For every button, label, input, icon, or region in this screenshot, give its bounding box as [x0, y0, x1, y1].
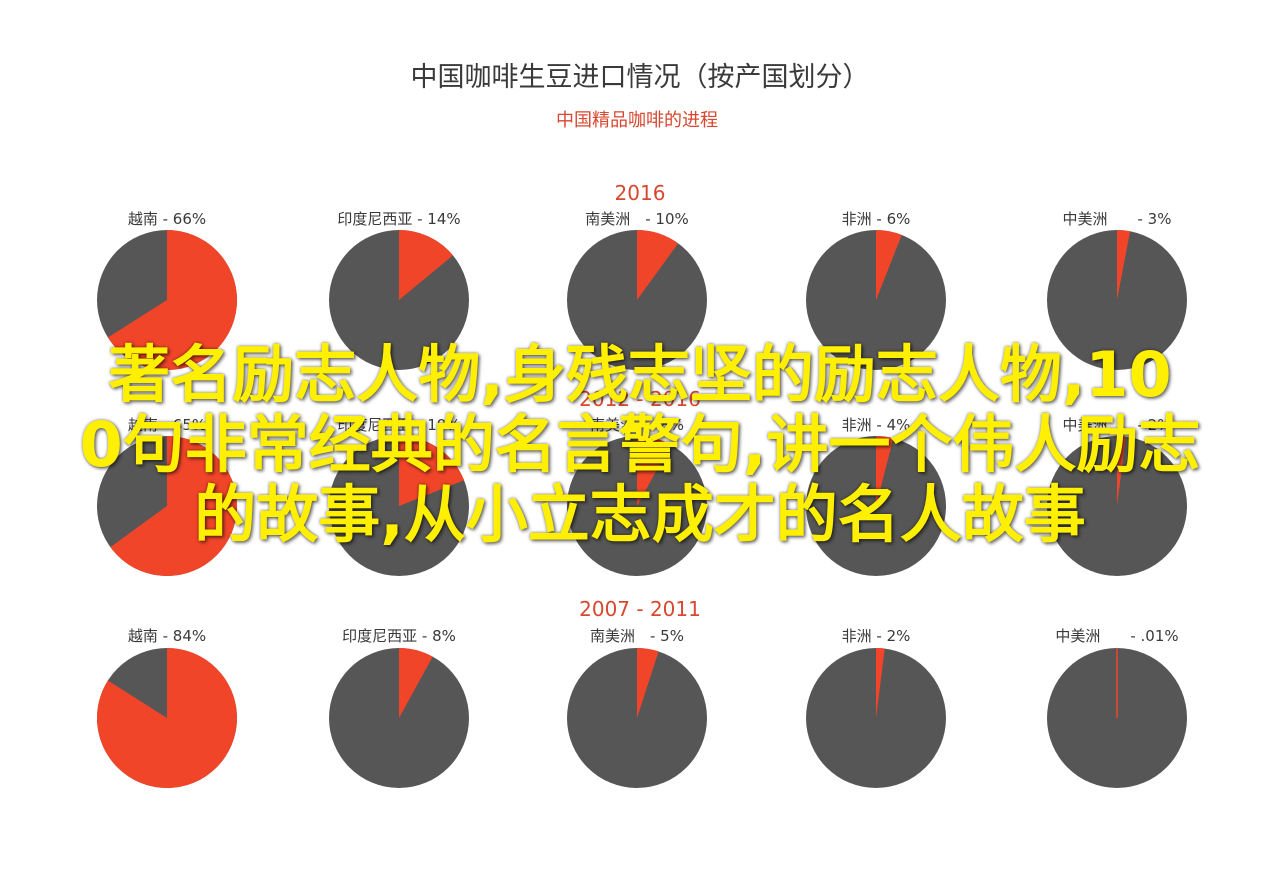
pie-label: 中美洲 - .01% [1055, 627, 1178, 645]
pie-label: 越南 - 84% [128, 627, 206, 645]
pie-label: 越南 - 65% [128, 416, 206, 434]
pie-label: 越南 - 66% [128, 210, 206, 228]
chart-subtitle: 中国精品咖啡的进程 [556, 110, 718, 131]
period-label: 2012 - 2016 [579, 387, 701, 411]
pie-slice [110, 436, 238, 576]
pie-slice [1117, 435, 1126, 506]
pie-label: 印度尼西亚 - 14% [337, 210, 460, 228]
pie-label: 非洲 - 6% [842, 210, 911, 228]
pie-label: 南美洲 - 8% [590, 416, 684, 434]
period-label: 2016 [615, 181, 666, 205]
chart-title: 中国咖啡生豆进口情况（按产国划分） [411, 62, 870, 93]
pie-slice [399, 648, 433, 718]
period-label: 2007 - 2011 [579, 597, 701, 621]
pie-slice [637, 648, 659, 718]
pie-slice [876, 648, 885, 718]
pie-slice [876, 230, 902, 300]
pie-label: 南美洲 - 5% [590, 627, 684, 645]
pie-slice [876, 436, 894, 506]
pie-label: 印度尼西亚 - 19% [337, 416, 460, 434]
pie-slice [637, 230, 679, 300]
pie-slice [637, 436, 671, 506]
pie-slice [399, 230, 453, 300]
pie-slice [97, 648, 238, 788]
pie-label: 非洲 - 4% [842, 416, 911, 434]
pie-label: 印度尼西亚 - 8% [342, 627, 456, 645]
pie-label: 中美洲 - 3% [1063, 210, 1172, 228]
pie-label: 南美洲 - 10% [585, 210, 689, 228]
pie-slice [399, 436, 465, 506]
pie-label: 中美洲 - 2% [1063, 416, 1172, 434]
pie-slice [1117, 230, 1131, 300]
pie-slice [107, 229, 238, 370]
pie-label: 非洲 - 2% [842, 627, 911, 645]
